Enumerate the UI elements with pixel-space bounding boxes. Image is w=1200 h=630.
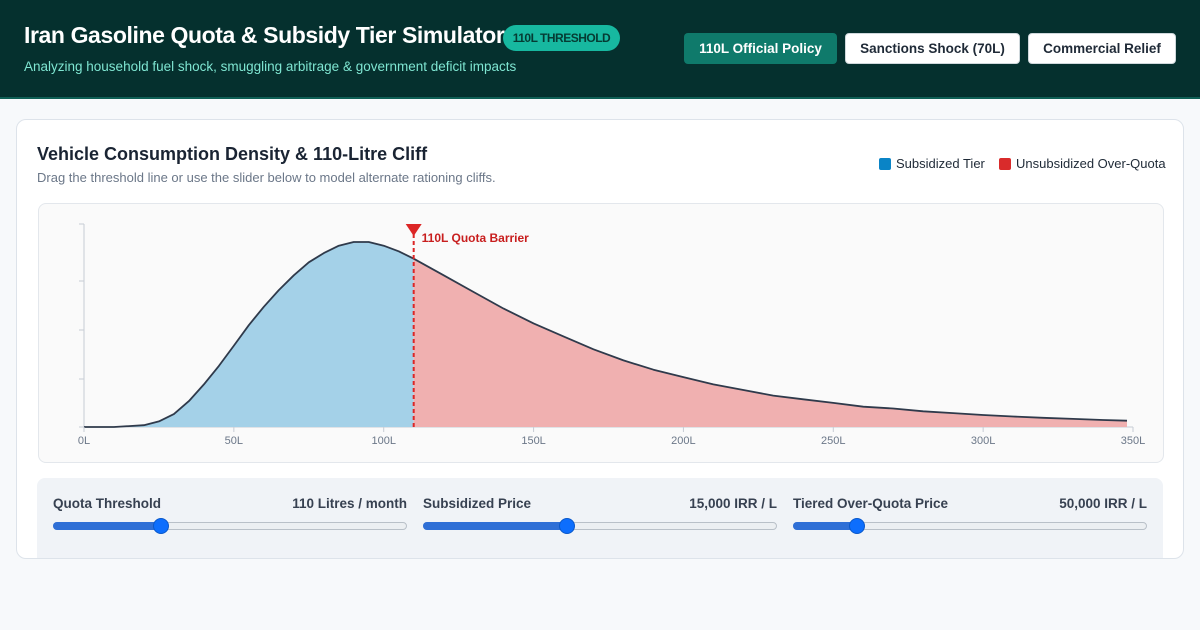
subsidized-price-label: Subsidized Price <box>423 496 532 511</box>
subsidized-price-control: Subsidized Price 15,000 IRR / L <box>423 496 777 536</box>
chart-subtitle: Drag the threshold line or use the slide… <box>37 170 496 185</box>
density-line <box>84 241 1128 428</box>
subsidized-price-slider[interactable] <box>423 518 777 534</box>
legend-swatch-subsidized <box>879 157 891 170</box>
subsidized-price-slider-fill <box>423 522 566 530</box>
density-chart-area: 0L 50L 100L 150L 200L 250L 300L 350L 110L Quota … <box>38 203 1164 463</box>
threshold-label: 110L Quota Barrier <box>422 231 529 245</box>
density-chart: 0L 50L 100L 150L 200L 250L 300L 350L 110L Quota … <box>78 223 1145 447</box>
quota-threshold-slider-fill <box>53 522 161 530</box>
subsidized-price-value: 15,000 IRR / L <box>689 496 777 511</box>
quota-threshold-control: Quota Threshold 110 Litres / month <box>53 496 407 536</box>
chart-card: Vehicle Consumption Density & 110-Litre … <box>16 119 1184 559</box>
quota-threshold-slider[interactable] <box>53 518 407 534</box>
legend-item-over-quota: Unsubsidized Over-Quota <box>999 156 1166 171</box>
over-quota-price-value: 50,000 IRR / L <box>1059 496 1147 511</box>
chart-title: Vehicle Consumption Density & 110-Litre … <box>37 144 428 164</box>
legend-item-subsidized: Subsidized Tier <box>879 156 985 171</box>
threshold-badge: 110L THRESHOLD <box>503 25 620 51</box>
preset-commercial-relief-button[interactable]: Commercial Relief <box>1028 33 1176 64</box>
x-tick-label: 200L <box>671 435 695 447</box>
over-quota-price-label: Tiered Over-Quota Price <box>793 496 949 511</box>
page-title: Iran Gasoline Quota & Subsidy Tier Simul… <box>24 22 505 48</box>
subsidized-area <box>84 242 414 427</box>
over-quota-area <box>413 258 1127 427</box>
legend-label-subsidized: Subsidized Tier <box>896 156 985 171</box>
app-header: Iran Gasoline Quota & Subsidy Tier Simul… <box>0 0 1200 99</box>
x-tick-label: 250L <box>821 435 845 447</box>
quota-threshold-label: Quota Threshold <box>53 496 161 511</box>
quota-threshold-value: 110 Litres / month <box>292 496 407 511</box>
subsidized-price-slider-thumb[interactable] <box>558 518 575 534</box>
preset-sanctions-shock-button[interactable]: Sanctions Shock (70L) <box>845 33 1020 64</box>
x-tick-label: 100L <box>371 435 395 447</box>
x-tick-label: 300L <box>971 435 995 447</box>
controls-panel: Quota Threshold 110 Litres / month Subsi… <box>37 478 1163 558</box>
page-subtitle: Analyzing household fuel shock, smugglin… <box>24 59 517 74</box>
legend-swatch-over-quota <box>999 157 1011 170</box>
over-quota-price-slider-fill <box>793 522 857 530</box>
quota-threshold-slider-thumb[interactable] <box>153 518 170 534</box>
x-tick-label: 0L <box>78 435 90 447</box>
x-tick-label: 150L <box>521 435 545 447</box>
x-tick-label: 50L <box>225 435 243 447</box>
over-quota-price-control: Tiered Over-Quota Price 50,000 IRR / L <box>793 496 1147 536</box>
threshold-drag-handle-icon[interactable] <box>405 224 422 236</box>
x-tick-label: 350L <box>1121 435 1145 447</box>
preset-official-policy-button[interactable]: 110L Official Policy <box>684 33 837 64</box>
legend-label-over-quota: Unsubsidized Over-Quota <box>1016 156 1166 171</box>
over-quota-price-slider-thumb[interactable] <box>849 518 866 534</box>
over-quota-price-slider[interactable] <box>793 518 1147 534</box>
